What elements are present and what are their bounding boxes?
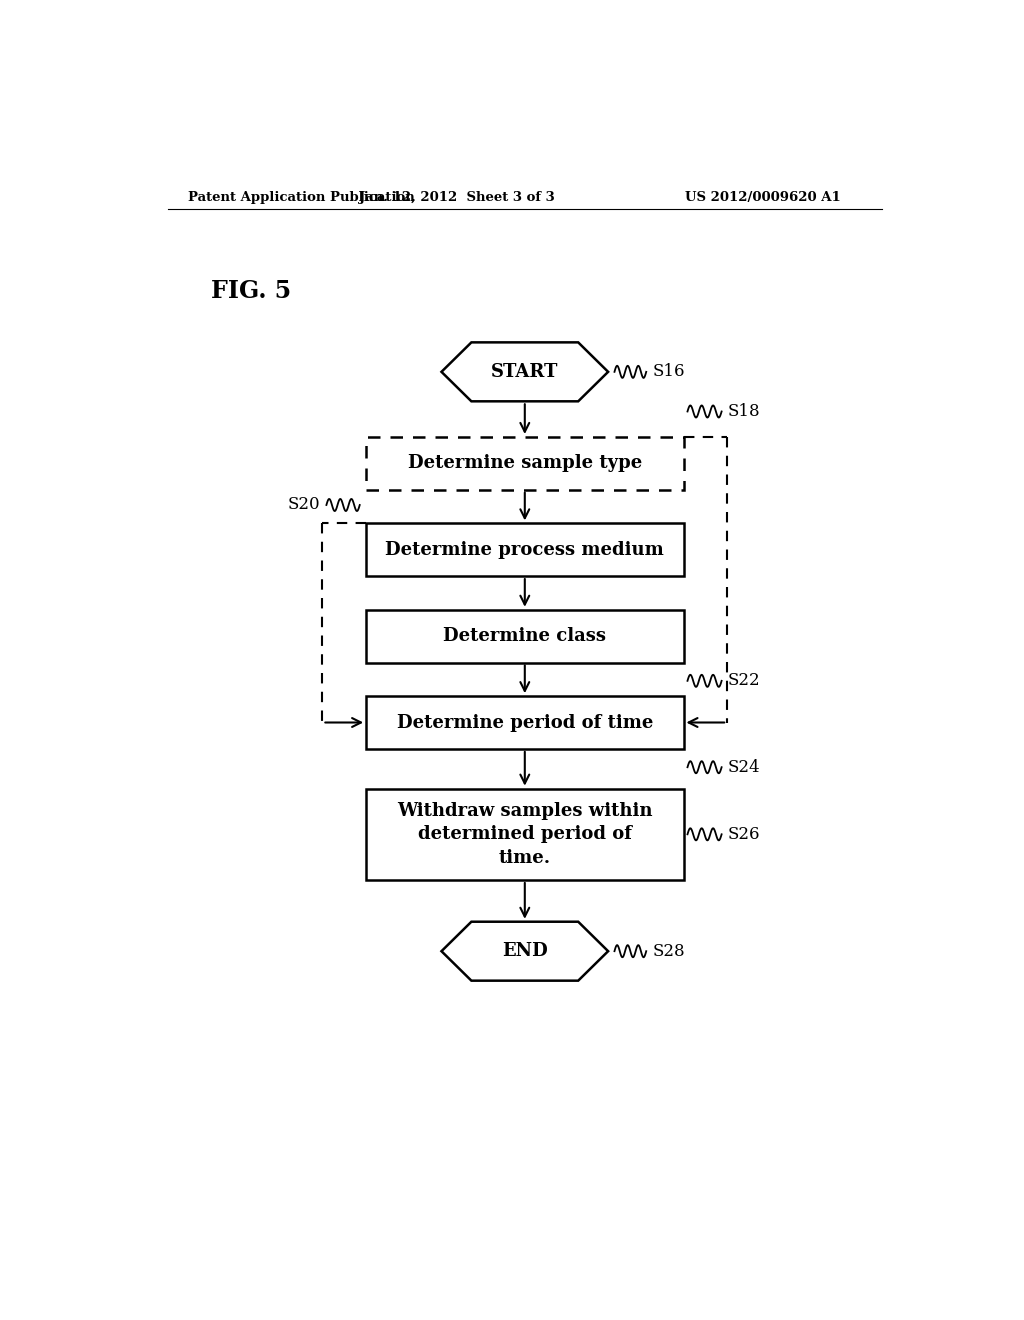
Text: S20: S20 — [288, 496, 321, 513]
Text: S22: S22 — [728, 672, 761, 689]
FancyBboxPatch shape — [367, 437, 684, 490]
FancyBboxPatch shape — [367, 788, 684, 880]
Text: Determine process medium: Determine process medium — [385, 541, 665, 558]
FancyBboxPatch shape — [367, 523, 684, 576]
Text: START: START — [492, 363, 558, 381]
Text: Withdraw samples within
determined period of
time.: Withdraw samples within determined perio… — [397, 801, 652, 867]
Text: FIG. 5: FIG. 5 — [211, 279, 292, 302]
Text: US 2012/0009620 A1: US 2012/0009620 A1 — [685, 190, 841, 203]
Text: Jan. 12, 2012  Sheet 3 of 3: Jan. 12, 2012 Sheet 3 of 3 — [359, 190, 555, 203]
Text: Patent Application Publication: Patent Application Publication — [187, 190, 415, 203]
Text: S16: S16 — [652, 363, 685, 380]
Text: Determine class: Determine class — [443, 627, 606, 645]
Polygon shape — [441, 342, 608, 401]
FancyBboxPatch shape — [367, 610, 684, 663]
Text: END: END — [502, 942, 548, 960]
Text: Determine sample type: Determine sample type — [408, 454, 642, 473]
Text: S24: S24 — [728, 759, 761, 776]
Text: S18: S18 — [728, 403, 761, 420]
Text: S28: S28 — [652, 942, 685, 960]
FancyBboxPatch shape — [367, 696, 684, 748]
Polygon shape — [441, 921, 608, 981]
Text: Determine period of time: Determine period of time — [396, 714, 653, 731]
Text: S26: S26 — [728, 826, 761, 842]
